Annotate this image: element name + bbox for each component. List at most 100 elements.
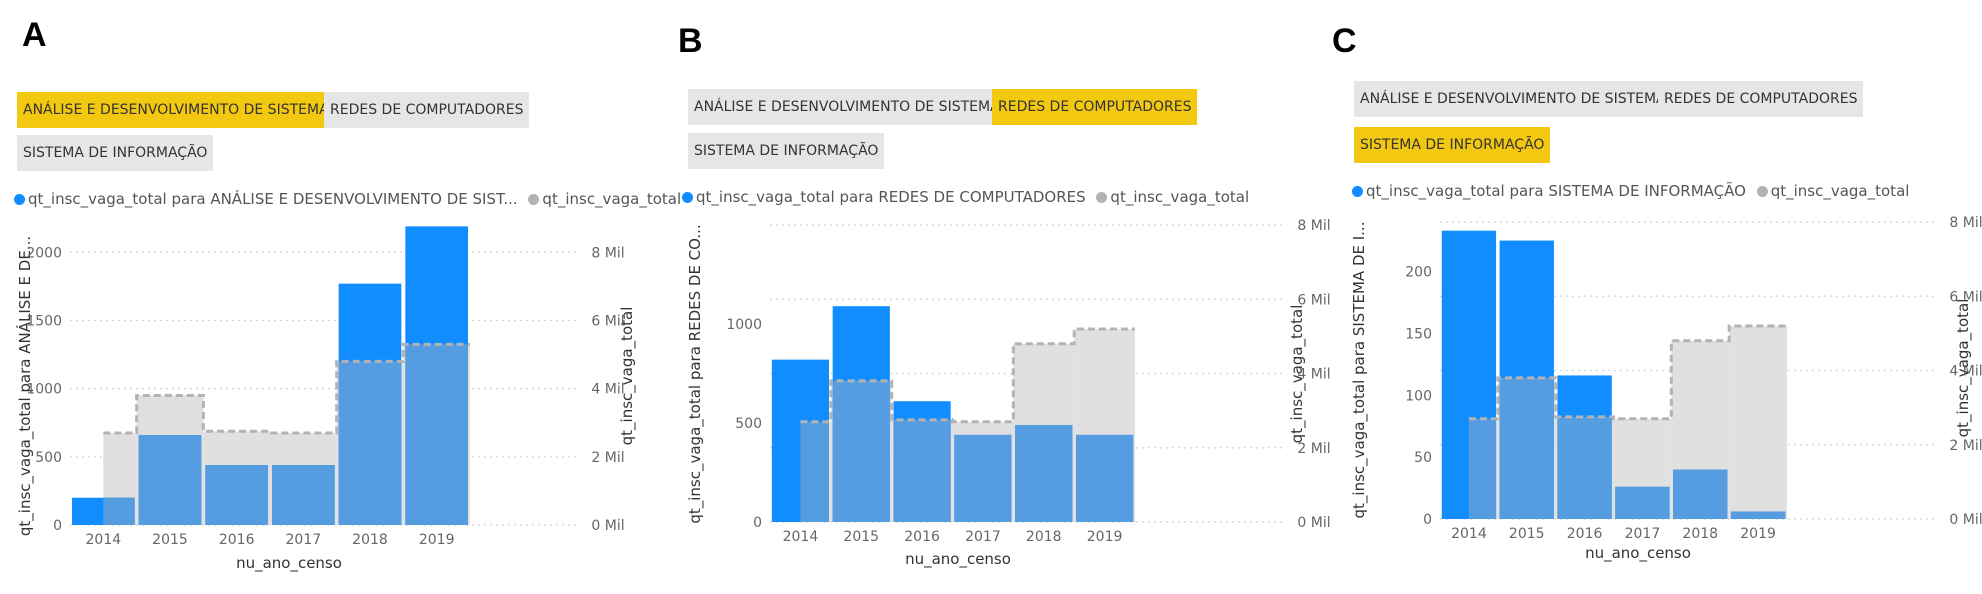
x-tick-label: 2018 xyxy=(1026,529,1062,545)
chart-legend: qt_insc_vaga_total para ANÁLISE E DESENV… xyxy=(14,190,681,208)
slicer-option-redes[interactable]: REDES DE COMPUTADORES xyxy=(1658,81,1864,117)
x-tick-label: 2014 xyxy=(1451,526,1487,542)
series1-bar-overlap xyxy=(800,421,830,522)
right-tick-label: 4 Mil xyxy=(591,382,624,398)
legend-dot-series1 xyxy=(1352,186,1363,197)
x-tick-label: 2019 xyxy=(419,532,455,548)
right-tick-label: 6 Mil xyxy=(1297,292,1330,308)
x-tick-label: 2015 xyxy=(152,532,188,548)
series1-bar-overlap xyxy=(103,497,135,525)
left-tick-label: 200 xyxy=(1405,265,1432,281)
series1-bar-overlap xyxy=(205,465,268,525)
legend-label-series2[interactable]: qt_insc_vaga_total xyxy=(1110,188,1250,206)
right-tick-label: 0 Mil xyxy=(1949,512,1982,528)
x-axis-title: nu_ano_censo xyxy=(236,554,342,573)
x-tick-label: 2019 xyxy=(1740,526,1776,542)
panel-a: A ANÁLISE E DESENVOLVIMENTO DE SISTEMAS … xyxy=(0,0,681,594)
x-tick-label: 2017 xyxy=(286,532,322,548)
right-tick-label: 8 Mil xyxy=(1297,218,1330,234)
right-tick-label: 4 Mil xyxy=(1297,367,1330,383)
x-tick-label: 2018 xyxy=(352,532,388,548)
left-tick-label: 1000 xyxy=(26,382,62,398)
series1-bar-overlap xyxy=(1730,511,1786,519)
slicer-option-si[interactable]: SISTEMA DE INFORMAÇÃO xyxy=(1354,127,1551,163)
x-tick-label: 2016 xyxy=(219,532,255,548)
x-tick-label: 2018 xyxy=(1682,526,1718,542)
right-tick-label: 6 Mil xyxy=(1949,289,1982,305)
x-tick-label: 2017 xyxy=(1625,526,1661,542)
x-tick-label: 2014 xyxy=(783,529,819,545)
combo-chart-b: qt_insc_vaga_total para REDES DE CO... q… xyxy=(686,218,1330,569)
series1-bars xyxy=(72,226,468,525)
legend-dot-series2 xyxy=(1096,192,1108,203)
left-tick-label: 2000 xyxy=(26,245,62,261)
left-tick-label: 0 xyxy=(53,518,62,534)
chart-legend: qt_insc_vaga_total para REDES DE COMPUTA… xyxy=(682,188,1249,206)
series1-bar-overlap xyxy=(338,361,402,525)
panel-c: C ANÁLISE E DESENVOLVIMENTO DE SISTEMAS … xyxy=(1322,0,1982,594)
right-tick-label: 2 Mil xyxy=(591,450,624,466)
right-tick-label: 2 Mil xyxy=(1297,441,1330,457)
x-tick-label: 2016 xyxy=(904,529,940,545)
series2-step-line xyxy=(1468,324,1787,421)
right-tick-label: 6 Mil xyxy=(591,313,624,329)
left-tick-label: 0 xyxy=(1423,512,1432,528)
slicer-option-si[interactable]: SISTEMA DE INFORMAÇÃO xyxy=(17,135,214,171)
left-tick-label: 50 xyxy=(1414,450,1432,466)
series1-bar-overlap xyxy=(1468,418,1497,519)
x-tick-label: 2015 xyxy=(843,529,879,545)
right-tick-label: 4 Mil xyxy=(1949,364,1982,380)
series1-bar-overlap xyxy=(893,419,951,522)
right-tick-label: 8 Mil xyxy=(591,245,624,261)
series1-bar-overlap xyxy=(1499,377,1554,519)
chart-legend: qt_insc_vaga_total para SISTEMA DE INFOR… xyxy=(1352,182,1909,200)
right-tick-label: 0 Mil xyxy=(1297,515,1330,531)
series1-bar-overlap xyxy=(954,434,1012,522)
series1-bar-overlap xyxy=(832,380,890,522)
legend-dot-series2 xyxy=(1756,186,1768,197)
y-axis-title-left: qt_insc_vaga_total para SISTEMA DE I... xyxy=(1350,222,1369,519)
right-tick-label: 8 Mil xyxy=(1949,215,1982,231)
x-axis-title: nu_ano_censo xyxy=(905,550,1011,569)
left-tick-label: 150 xyxy=(1405,326,1432,342)
series1-bar-overlap xyxy=(1673,469,1728,519)
legend-label-series2[interactable]: qt_insc_vaga_total xyxy=(1770,182,1910,200)
legend-label-series1[interactable]: qt_insc_vaga_total para SISTEMA DE INFOR… xyxy=(1366,182,1746,200)
legend-label-series1[interactable]: qt_insc_vaga_total para REDES DE COMPUTA… xyxy=(696,188,1086,206)
x-tick-label: 2019 xyxy=(1087,529,1123,545)
panel-label: A xyxy=(22,16,47,54)
legend-dot-series1 xyxy=(682,192,693,203)
slicer-option-ads[interactable]: ANÁLISE E DESENVOLVIMENTO DE SISTEMAS xyxy=(17,92,344,128)
legend-dot-series1 xyxy=(14,194,25,205)
series1-bar-overlap xyxy=(405,344,468,525)
slicer-option-si[interactable]: SISTEMA DE INFORMAÇÃO xyxy=(688,133,885,169)
series1-bar-overlap xyxy=(272,465,335,525)
panel-label: B xyxy=(678,22,703,60)
series1-bar-overlap xyxy=(138,435,202,525)
combo-chart-c: qt_insc_vaga_total para SISTEMA DE I... … xyxy=(1350,215,1982,563)
slicer-option-ads[interactable]: ANÁLISE E DESENVOLVIMENTO DE SISTEMAS xyxy=(688,89,1015,125)
x-tick-label: 2015 xyxy=(1509,526,1545,542)
series2-step-line xyxy=(800,327,1135,424)
legend-label-series2[interactable]: qt_insc_vaga_total xyxy=(542,190,682,208)
series1-bar-overlap xyxy=(1557,416,1612,519)
y-axis-title-right: qt_insc_vaga_total xyxy=(1954,299,1973,438)
series1-bar-overlap xyxy=(1075,434,1134,522)
right-tick-label: 0 Mil xyxy=(591,518,624,534)
series1-bar-overlap xyxy=(1615,486,1670,519)
x-tick-label: 2017 xyxy=(965,529,1001,545)
series1-bar-overlap xyxy=(1015,424,1073,522)
y-axis-title-right: qt_insc_vaga_total xyxy=(1288,305,1307,444)
slicer-option-redes[interactable]: REDES DE COMPUTADORES xyxy=(324,92,530,128)
legend-label-series1[interactable]: qt_insc_vaga_total para ANÁLISE E DESENV… xyxy=(28,190,518,208)
left-tick-label: 1500 xyxy=(26,313,62,329)
slicer-option-redes[interactable]: REDES DE COMPUTADORES xyxy=(992,89,1198,125)
slicer-option-ads[interactable]: ANÁLISE E DESENVOLVIMENTO DE SISTEMAS xyxy=(1354,81,1681,117)
x-tick-label: 2014 xyxy=(86,532,122,548)
y-axis-title-right: qt_insc_vaga_total xyxy=(618,307,637,446)
panel-label: C xyxy=(1332,22,1357,60)
left-tick-label: 500 xyxy=(735,416,762,432)
series2-area-segment xyxy=(1729,325,1787,519)
left-tick-label: 1000 xyxy=(726,317,762,333)
panel-b: B ANÁLISE E DESENVOLVIMENTO DE SISTEMAS … xyxy=(670,0,1330,594)
